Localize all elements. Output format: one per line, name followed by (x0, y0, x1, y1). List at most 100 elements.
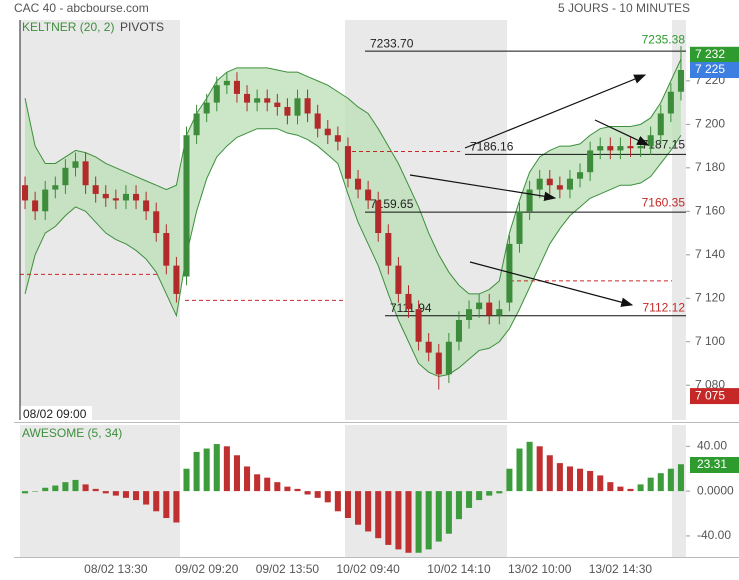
oscillator-bar (496, 491, 503, 494)
x-label-box (20, 406, 92, 422)
candle-body (82, 161, 89, 186)
candle-body (72, 161, 79, 168)
oscillator-bar (244, 466, 251, 492)
band-lower (24, 128, 682, 378)
candle-body (163, 233, 170, 266)
oscillator-bar (425, 491, 432, 550)
oscillator-bar (82, 484, 89, 492)
candle-body (193, 113, 200, 136)
arrows (409, 74, 650, 307)
x-tick-label: 08/02 13:30 (84, 562, 148, 576)
candle-body (62, 167, 69, 186)
candle-body (324, 128, 331, 136)
oscillator-bar (223, 446, 230, 492)
band-upper (24, 58, 682, 295)
arrow (594, 119, 650, 146)
oscillator-bar (122, 491, 129, 498)
candle-body (32, 200, 39, 212)
oscillator-bar (183, 468, 190, 492)
candle-body (22, 185, 29, 201)
sessions (20, 20, 686, 557)
candle-body (607, 146, 614, 151)
candle-body (385, 233, 392, 266)
arrow (464, 74, 647, 149)
y-tick-label: 7 180 (695, 160, 725, 174)
oscillator-bar (173, 491, 180, 523)
candle-body (667, 91, 674, 114)
candle-body (183, 135, 190, 277)
oscillator-bar (365, 491, 372, 532)
candle-body (133, 193, 140, 201)
y-tick-label: 7 100 (695, 334, 725, 348)
y-tick-label: 7 140 (695, 247, 725, 261)
candle-body (102, 193, 109, 199)
candle-body (314, 113, 321, 129)
oscillator-bar (284, 486, 291, 492)
candle-body (112, 198, 119, 201)
indicator-label: KELTNER (20, 2) (22, 20, 114, 34)
candle-body (264, 98, 271, 103)
x-tick-label: 08/02 09:00 (23, 407, 87, 421)
candle-body (143, 200, 150, 212)
oscillator-bar (133, 491, 140, 501)
oscillator-bar (233, 455, 240, 492)
candle-body (344, 146, 351, 179)
oscillator-bar (264, 477, 271, 492)
oscillator-bar (466, 491, 473, 508)
oscillator-bar (52, 485, 59, 492)
candle-body (244, 93, 251, 103)
candle-body (657, 113, 664, 136)
oscillator-bar (203, 448, 210, 492)
y-tick-label: 7 160 (695, 203, 725, 217)
oscillator-bar (143, 491, 150, 505)
oscillator-bar (506, 468, 513, 492)
candle-body (92, 185, 99, 194)
oscillator-bar (566, 466, 573, 492)
y-tick-label: -40.00 (697, 528, 731, 542)
oscillator-bar (254, 474, 261, 492)
candle-body (173, 265, 180, 294)
candle-body (213, 85, 220, 103)
oscillator-bar (637, 484, 644, 492)
candle-body (284, 106, 291, 116)
oscillator-bar (385, 491, 392, 545)
level-label: 7186.16 (470, 140, 514, 154)
candle-body (496, 309, 503, 316)
oscillator-bar (294, 488, 301, 492)
candle-body (516, 211, 523, 244)
oscillator-bar (153, 491, 160, 512)
oscillator-bar (455, 491, 462, 520)
candle-body (556, 185, 563, 190)
candle-body (536, 178, 543, 190)
oscillator-bar (536, 446, 543, 492)
indicator-label: PIVOTS (120, 20, 164, 34)
oscillator-bar (657, 473, 664, 492)
oscillator-bar (355, 491, 362, 525)
candle-body (455, 320, 462, 342)
oscillator-bar (476, 491, 483, 501)
price-marker-label: 7 225 (695, 62, 725, 76)
oscillator-bar (32, 491, 39, 492)
x-tick-label: 13/02 14:30 (589, 562, 653, 576)
x-tick-label: 13/02 10:00 (508, 562, 572, 576)
oscillator-bar (42, 487, 49, 492)
oscillator-bar (405, 491, 412, 553)
candle-body (486, 302, 493, 316)
oscillator-bar (72, 479, 79, 492)
oscillator-bar (304, 491, 311, 495)
x-tick-label: 09/02 09:20 (175, 562, 239, 576)
oscillator-bar (22, 491, 29, 494)
oscillator-bar (667, 468, 674, 492)
oscillator-bar (607, 482, 614, 492)
candle-body (546, 178, 553, 186)
candle-body (365, 189, 372, 201)
level-end-label: 7160.35 (642, 196, 686, 210)
price-marker (690, 388, 739, 405)
oscillator-bar (526, 441, 533, 492)
oscillator-bar (617, 486, 624, 492)
oscillator-bar (677, 464, 684, 492)
y-tick-label: 0.0000 (697, 483, 734, 497)
candle-body (587, 150, 594, 173)
